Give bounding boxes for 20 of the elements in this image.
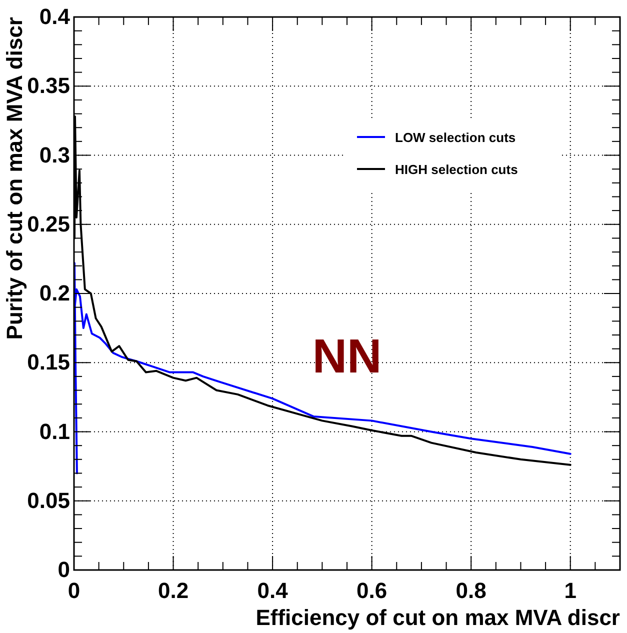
legend-label: HIGH selection cuts [395,162,518,177]
x-tick-label: 0.8 [456,578,486,603]
x-tick-label: 0.2 [158,578,189,603]
line-series [73,262,572,474]
y-tick-label: 0 [58,557,70,582]
y-axis-title: Purity of cut on max MVA discr [2,16,27,340]
y-tick-label: 0.05 [27,488,70,513]
legend-label: LOW selection cuts [395,130,516,145]
x-tick-label: 1 [564,578,576,603]
x-tick-label: 0.6 [356,578,388,603]
x-tick-label: 0.4 [257,578,289,603]
annotation: NN [312,330,382,384]
y-tick-label: 0.25 [27,211,70,236]
y-tick-label: 0.4 [39,4,71,29]
y-tick-label: 0.2 [39,280,70,306]
y-tick-label: 0.3 [39,142,70,168]
y-tick-label: 0.1 [39,418,70,444]
y-tick-label: 0.35 [27,73,70,98]
y-tick-label: 0.15 [27,350,70,375]
x-axis-title: Efficiency of cut on max MVA discr [256,605,620,630]
